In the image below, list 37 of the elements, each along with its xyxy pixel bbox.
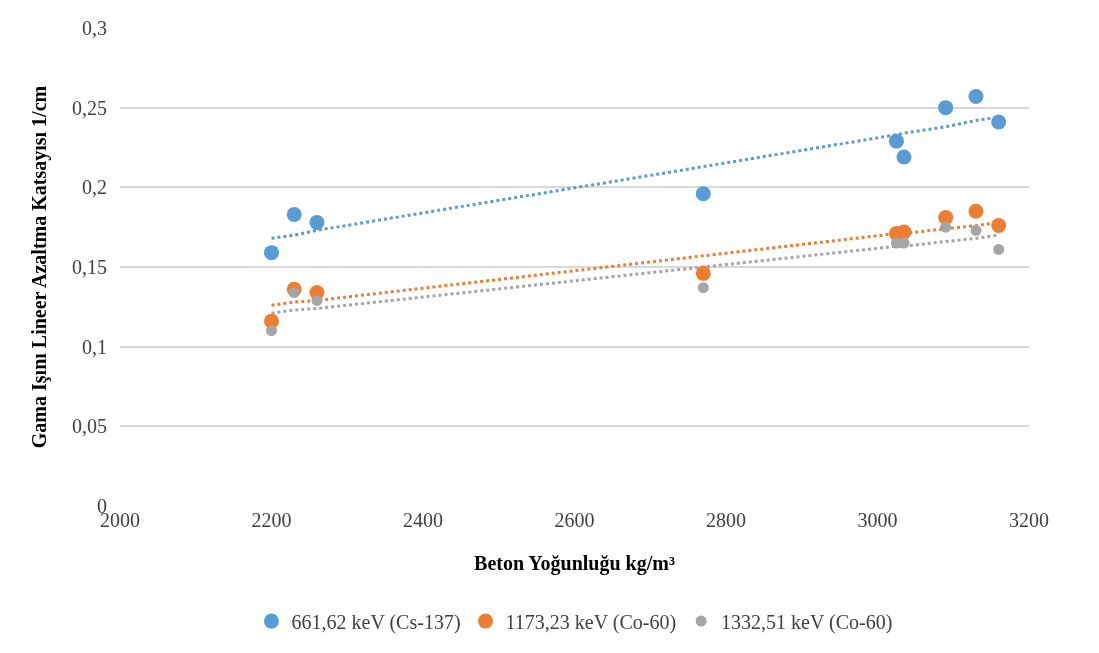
y-tick-label: 0,05 [72, 415, 107, 438]
point [288, 286, 300, 298]
y-tick-label: 0,15 [72, 256, 107, 278]
x-tick-label: 2800 [706, 509, 746, 531]
point [993, 243, 1005, 255]
point [264, 245, 279, 261]
point [695, 265, 711, 281]
legend-label: 1173,23 keV (Co-60) [505, 610, 677, 634]
legend-label: 1332,51 keV (Co-60) [721, 610, 893, 634]
legend-label: 661,62 keV (Cs-137) [291, 610, 461, 634]
point [970, 224, 982, 236]
x-tick-label: 2400 [403, 509, 443, 531]
point [311, 294, 323, 306]
x-tick-label: 3000 [857, 509, 898, 531]
point [266, 325, 277, 337]
point [309, 214, 325, 230]
point [896, 149, 912, 165]
point [940, 221, 952, 233]
point [938, 100, 954, 116]
x-axis-title: Beton Yoğunluğu kg/m³ [474, 551, 675, 575]
point [888, 133, 904, 149]
point [695, 186, 711, 202]
x-tick-label: 2200 [251, 509, 292, 531]
x-tick-label: 2600 [554, 509, 595, 531]
point [991, 218, 1007, 234]
point [286, 206, 302, 222]
point [896, 224, 912, 240]
y-tick-label: 0,25 [72, 96, 107, 119]
point [968, 89, 984, 104]
y-tick-label: 0,1 [82, 335, 107, 358]
point [697, 282, 709, 294]
y-axis-title: Gama Işını Lineer Azaltma Katsayısı 1/cm [27, 85, 51, 449]
y-tick-label: 0,3 [82, 17, 107, 39]
point [968, 203, 984, 219]
y-tick-label: 0,2 [82, 176, 107, 199]
point [991, 114, 1007, 130]
x-tick-label: 3200 [1009, 509, 1049, 531]
